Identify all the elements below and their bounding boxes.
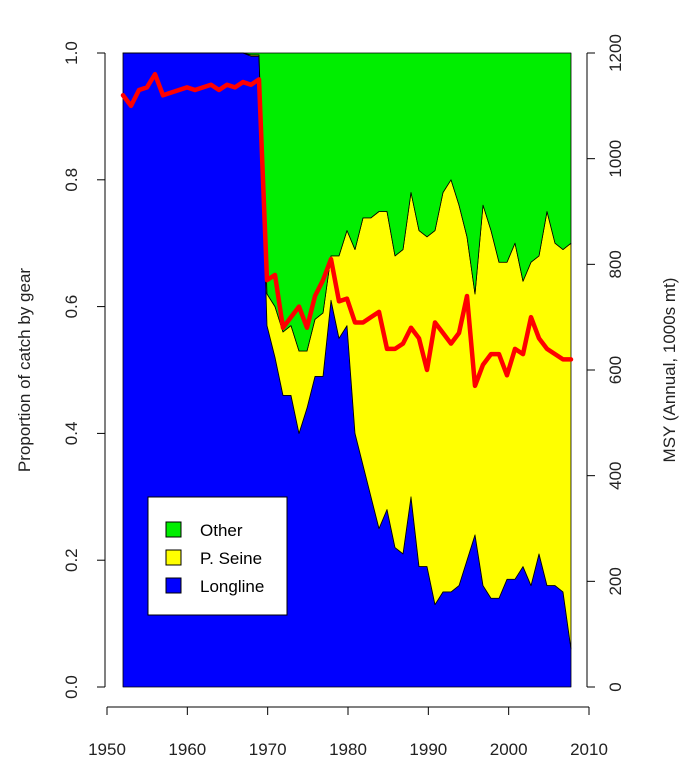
y-left-tick-label: 0.0 — [62, 675, 81, 699]
legend-swatch-p-seine — [165, 549, 182, 566]
legend-swatch-other — [165, 521, 182, 538]
y-left-tick-label: 0.2 — [62, 548, 81, 572]
area-other — [122, 52, 572, 352]
x-tick-label: 1960 — [168, 740, 206, 759]
y-right-tick-label: 0 — [606, 682, 625, 691]
legend-label-p-seine: P. Seine — [200, 549, 262, 568]
y-axis-right: 0 200 400 600 800 1000 1200 — [586, 34, 625, 692]
y-left-tick-label: 0.6 — [62, 295, 81, 319]
x-axis: 1950 1960 1970 1980 1990 2000 2010 — [88, 706, 608, 759]
msy-line-layer — [120, 71, 574, 389]
y-left-tick-label: 0.8 — [62, 168, 81, 192]
x-tick-label: 2000 — [490, 740, 528, 759]
legend-label-longline: Longline — [200, 577, 264, 596]
x-tick-label: 1950 — [88, 740, 126, 759]
y-axis-left-label: Proportion of catch by gear — [15, 268, 34, 472]
axes: 1950 1960 1970 1980 1990 2000 2010 0.00.20.40.… — [62, 34, 625, 759]
y-right-tick-label: 400 — [606, 461, 625, 489]
y-right-tick-label: 800 — [606, 250, 625, 278]
y-left-tick-label: 1.0 — [62, 41, 81, 65]
x-tick-label: 1970 — [249, 740, 287, 759]
y-axis-right-label: MSY (Annual, 1000s mt) — [660, 278, 679, 463]
y-right-tick-label: 600 — [606, 356, 625, 384]
y-right-tick-label: 200 — [606, 567, 625, 595]
legend: Other P. Seine Longline — [147, 496, 288, 616]
y-axis-left: 0.0 0.2 0.4 0.6 0.8 1.0 — [62, 41, 106, 699]
x-tick-label: 2010 — [570, 740, 608, 759]
msy-line — [120, 71, 574, 389]
y-right-tick-label: 1000 — [606, 140, 625, 178]
legend-label-other: Other — [200, 521, 243, 540]
y-left-tick-label: 0.4 — [62, 422, 81, 446]
y-right-tick-label: 1200 — [606, 34, 625, 72]
legend-swatch-longline — [165, 577, 182, 594]
x-tick-label: 1980 — [329, 740, 367, 759]
x-tick-label: 1990 — [409, 740, 447, 759]
